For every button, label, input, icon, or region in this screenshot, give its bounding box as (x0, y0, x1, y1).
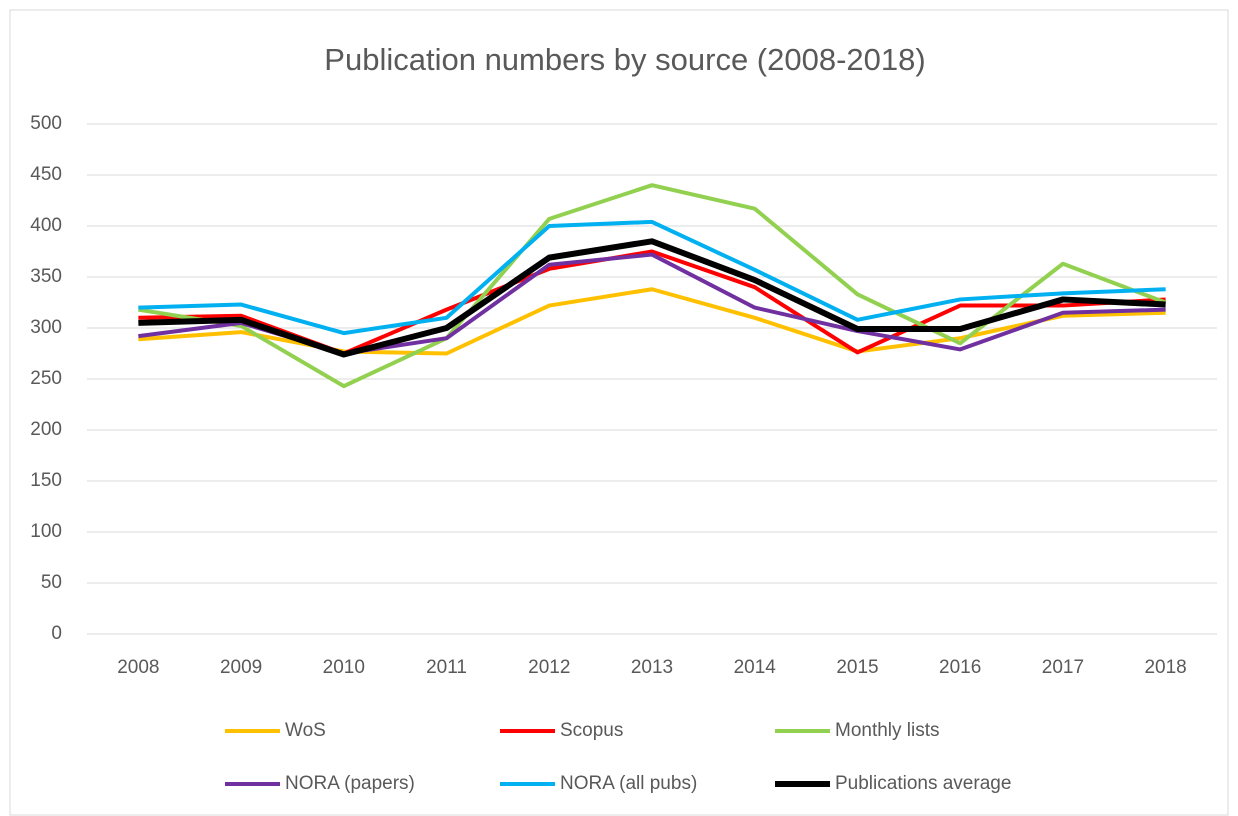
x-tick-label: 2009 (220, 657, 262, 678)
chart-border (9, 9, 1229, 816)
x-tick-label: 2013 (631, 657, 673, 678)
x-tick-label: 2016 (939, 657, 981, 678)
x-tick-label: 2014 (734, 657, 777, 678)
legend-label: Scopus (560, 720, 623, 741)
x-tick-label: 2012 (528, 657, 570, 678)
x-tick-label: 2010 (323, 657, 365, 678)
legend-label: Monthly lists (835, 720, 940, 741)
legend-label: Publications average (835, 773, 1011, 794)
y-tick-label: 150 (30, 470, 62, 491)
x-tick-label: 2011 (426, 657, 467, 678)
x-tick-label: 2017 (1042, 657, 1084, 678)
y-tick-label: 0 (51, 623, 62, 644)
legend-label: NORA (papers) (285, 773, 415, 794)
y-tick-label: 300 (30, 317, 62, 338)
legend-label: NORA (all pubs) (560, 773, 697, 794)
series-line (138, 238, 1166, 358)
y-tick-label: 500 (30, 113, 62, 134)
y-tick-label: 450 (30, 164, 62, 185)
y-tick-label: 350 (30, 266, 62, 287)
x-tick-label: 2008 (117, 657, 159, 678)
legend-label: WoS (285, 720, 326, 741)
y-tick-label: 200 (30, 419, 62, 440)
series-line (138, 219, 1166, 336)
x-tick-label: 2018 (1144, 657, 1186, 678)
y-tick-label: 250 (30, 368, 62, 389)
y-tick-label: 100 (30, 521, 62, 542)
y-tick-label: 400 (30, 215, 62, 236)
chart-title: Publication numbers by source (2008-2018… (324, 42, 925, 77)
y-tick-label: 50 (41, 572, 62, 593)
x-tick-label: 2015 (836, 657, 878, 678)
